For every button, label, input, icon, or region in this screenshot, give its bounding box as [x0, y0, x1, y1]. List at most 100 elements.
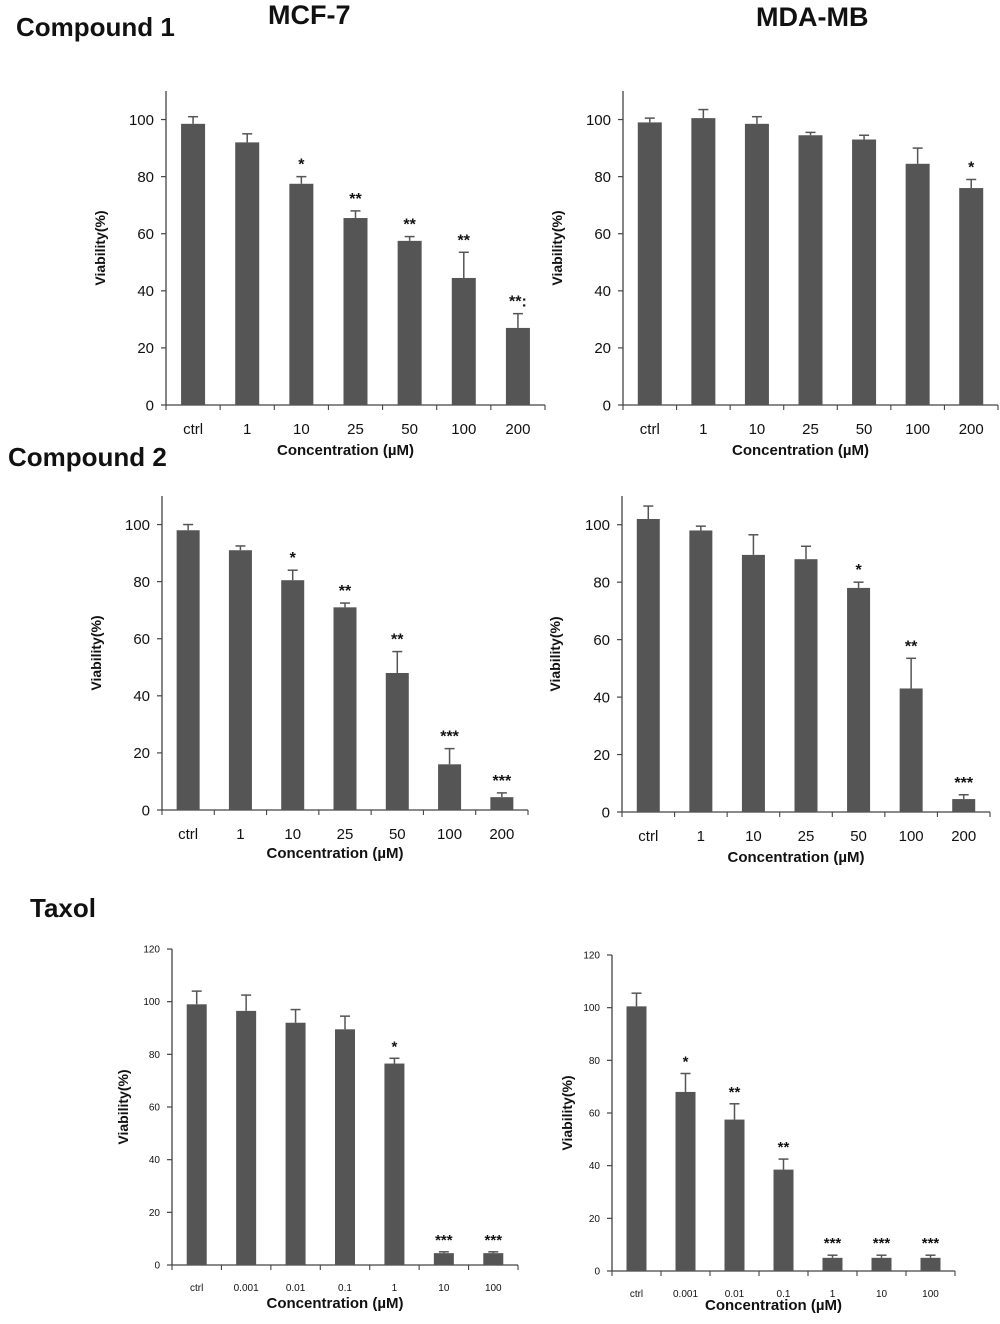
x-tick-label: 1	[830, 1289, 836, 1300]
y-tick-label: 40	[594, 283, 611, 300]
significance-label: **	[905, 638, 918, 655]
x-tick-label: 1	[697, 828, 705, 845]
significance-label: ***	[954, 775, 973, 792]
significance-label: **:	[509, 294, 527, 311]
x-tick-label: 100	[485, 1283, 502, 1294]
y-tick-label: 80	[594, 169, 611, 186]
y-tick-label: 60	[149, 1103, 161, 1114]
x-tick-label: 10	[438, 1283, 450, 1294]
x-tick-label: 10	[293, 421, 310, 438]
x-tick-label: 1	[236, 826, 244, 843]
y-axis-title: Viability(%)	[115, 1069, 131, 1144]
chart-3: 0 20 40 60 80 100 ctrl 1 10 25 * 50 ** 100 *** 200 Conce…	[547, 496, 991, 866]
y-axis-title: Viability(%)	[547, 616, 563, 691]
bar-100	[483, 1253, 504, 1265]
y-tick-label: 60	[137, 226, 154, 243]
significance-label: **	[391, 632, 404, 649]
bar-100	[920, 1257, 941, 1271]
y-tick-label: 80	[149, 1050, 161, 1061]
y-tick-label: 80	[593, 574, 610, 591]
bar-ctrl	[176, 530, 200, 810]
chart-2: 0 20 40 60 80 100 ctrl 1 * 10 ** 25 ** 50 *** 100 *** 200…	[88, 496, 529, 862]
x-tick-label: 0.1	[777, 1289, 791, 1300]
y-axis-title: Viability(%)	[92, 210, 108, 285]
significance-label: *	[392, 1038, 398, 1055]
chart-0: 0 20 40 60 80 100 ctrl 1 * 10 ** 25 ** 50 ** 100 **: 200 C…	[92, 91, 546, 459]
y-tick-label: 40	[149, 1155, 161, 1166]
x-tick-label: 50	[401, 421, 418, 438]
significance-label: *	[290, 550, 297, 567]
bar-0.001	[675, 1091, 696, 1271]
bar-100	[905, 163, 930, 405]
bar-25	[333, 607, 357, 810]
row-label-compound-2: Compound 2	[8, 442, 167, 472]
significance-label: **	[349, 191, 362, 208]
bar-100	[438, 764, 462, 810]
x-tick-label: 1	[243, 421, 251, 438]
column-label-mdamb: MDA-MB	[756, 2, 869, 32]
y-tick-label: 20	[593, 747, 610, 764]
bar-200	[505, 327, 530, 405]
significance-label: ***	[873, 1235, 891, 1252]
x-axis-title: Concentration (µM)	[705, 1297, 842, 1314]
significance-label: ***	[922, 1235, 940, 1252]
x-tick-label: 25	[798, 828, 815, 845]
significance-label: **	[339, 583, 352, 600]
bar-10	[741, 554, 765, 812]
bar-10	[281, 580, 305, 810]
y-tick-label: 20	[149, 1208, 161, 1219]
x-tick-label: 100	[451, 421, 476, 438]
bar-ctrl	[181, 123, 206, 405]
x-tick-label: 10	[284, 826, 301, 843]
significance-label: **	[458, 232, 471, 249]
y-axis-title: Viability(%)	[549, 210, 565, 285]
bar-0.001	[236, 1010, 257, 1265]
x-tick-label: 0.01	[725, 1289, 745, 1300]
bar-10	[289, 183, 314, 405]
x-tick-label: 100	[899, 828, 924, 845]
bar-0.1	[773, 1169, 794, 1271]
bar-50	[852, 139, 877, 405]
y-tick-label: 100	[586, 112, 611, 129]
significance-label: ***	[485, 1232, 503, 1249]
bar-1	[691, 118, 716, 406]
x-tick-label: ctrl	[183, 421, 203, 438]
x-tick-label: 200	[951, 828, 976, 845]
chart-4: 0 20 40 60 80 100 120 ctrl 0.001 0.01 0.1 * 1 *** 10 **…	[115, 945, 519, 1312]
bar-25	[343, 218, 368, 405]
y-tick-label: 60	[593, 632, 610, 649]
x-axis-title: Concentration (µM)	[728, 849, 865, 866]
x-tick-label: 25	[337, 826, 354, 843]
bar-1	[384, 1063, 405, 1265]
x-tick-label: ctrl	[638, 828, 658, 845]
significance-label: *	[855, 562, 862, 579]
x-tick-label: 100	[922, 1289, 939, 1300]
y-tick-label: 0	[142, 802, 150, 819]
bar-100	[451, 277, 476, 405]
bar-25	[794, 559, 818, 812]
x-tick-label: 50	[850, 828, 867, 845]
significance-label: ***	[435, 1232, 453, 1249]
x-tick-label: 0.1	[338, 1283, 352, 1294]
y-tick-label: 100	[585, 517, 610, 534]
y-tick-label: 0	[154, 1261, 160, 1272]
x-axis-title: Concentration (µM)	[267, 845, 404, 862]
column-label-mcf7: MCF-7	[268, 0, 351, 30]
y-tick-label: 80	[137, 169, 154, 186]
row-label-taxol: Taxol	[30, 893, 96, 923]
bar-0.01	[285, 1022, 306, 1265]
x-tick-label: 100	[905, 421, 930, 438]
y-tick-label: 100	[143, 997, 160, 1008]
y-tick-label: 40	[133, 688, 150, 705]
x-tick-label: 200	[489, 826, 514, 843]
x-tick-label: 100	[437, 826, 462, 843]
x-tick-label: 0.001	[673, 1289, 698, 1300]
x-tick-label: 10	[749, 421, 766, 438]
bar-10	[744, 123, 769, 405]
x-tick-label: 200	[959, 421, 984, 438]
bar-10	[871, 1257, 892, 1271]
y-tick-label: 20	[137, 340, 154, 357]
significance-label: *	[968, 159, 975, 176]
y-tick-label: 20	[133, 745, 150, 762]
significance-label: **	[729, 1084, 741, 1101]
